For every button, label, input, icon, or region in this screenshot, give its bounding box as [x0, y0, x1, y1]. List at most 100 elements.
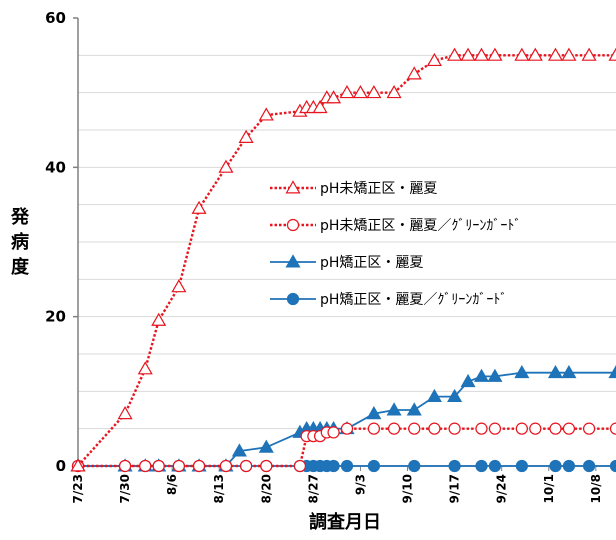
data-point	[608, 47, 616, 61]
data-point	[286, 218, 300, 232]
data-point	[527, 47, 543, 61]
data-point	[352, 84, 368, 99]
series-2	[71, 422, 616, 473]
data-point	[191, 200, 207, 214]
series-3	[70, 364, 616, 472]
data-point	[529, 422, 542, 435]
data-point	[488, 459, 502, 473]
data-point	[152, 459, 165, 473]
data-point	[285, 254, 301, 268]
data-point	[387, 422, 401, 435]
data-point	[561, 47, 577, 61]
data-point	[293, 459, 307, 473]
legend-item: pH未矯正区・麗夏／ｸﾞﾘｰﾝｶﾞｰﾄﾞ	[270, 218, 521, 234]
data-point	[428, 422, 441, 435]
data-point	[549, 422, 562, 435]
data-point	[408, 459, 421, 473]
data-point	[117, 406, 133, 420]
data-point	[460, 373, 476, 388]
data-point	[447, 388, 463, 403]
x-tick-label: 9/3	[353, 474, 367, 495]
x-tick-label: 8/6	[165, 474, 179, 495]
data-point	[426, 52, 442, 67]
data-point	[448, 459, 461, 473]
data-point	[562, 422, 576, 435]
grid-lines	[78, 54, 616, 430]
x-tick-label: 9/17	[448, 474, 462, 503]
data-point	[326, 90, 342, 104]
x-tick-label: 8/27	[306, 474, 320, 503]
x-tick-label: 8/20	[259, 474, 273, 503]
y-axis-title-char: 度	[11, 256, 30, 278]
data-point	[340, 459, 354, 473]
x-tick-label: 9/24	[495, 474, 509, 503]
legend-label: pH矯正区・麗夏／ｸﾞﾘｰﾝｶﾞｰﾄﾞ	[320, 292, 507, 308]
data-point	[487, 368, 503, 382]
y-tick-label: 0	[56, 457, 66, 475]
y-tick-label: 40	[45, 158, 66, 176]
data-point	[408, 422, 421, 435]
x-tick-label: 10/1	[542, 474, 556, 503]
data-point	[561, 364, 577, 379]
legend-label: pH未矯正区・麗夏	[320, 181, 437, 197]
x-tick-label: 9/10	[401, 474, 415, 503]
data-point	[367, 422, 381, 435]
data-point	[515, 459, 528, 473]
data-point	[339, 84, 355, 99]
data-point	[515, 422, 528, 435]
data-point	[547, 47, 564, 61]
data-point	[406, 402, 422, 416]
data-point	[258, 439, 274, 453]
data-point	[562, 459, 576, 473]
data-point	[151, 312, 167, 326]
data-point	[582, 459, 596, 473]
data-point	[514, 364, 530, 379]
legend: pH未矯正区・麗夏 pH未矯正区・麗夏／ｸﾞﾘｰﾝｶﾞｰﾄﾞ pH矯正区・麗夏 pH矯…	[270, 180, 521, 308]
series-line	[78, 371, 616, 467]
data-point	[426, 388, 442, 403]
legend-label: pH矯正区・麗夏	[320, 255, 423, 271]
data-point	[406, 66, 422, 80]
data-point	[608, 364, 616, 379]
x-tick-label: 7/30	[118, 474, 132, 503]
data-point	[139, 459, 152, 473]
data-point	[448, 422, 461, 435]
data-point	[260, 459, 273, 473]
x-axis-title: 調査月日	[309, 511, 381, 533]
data-point	[285, 180, 301, 194]
data-point	[219, 459, 233, 473]
data-point	[581, 47, 597, 61]
x-tick-label: 10/8	[589, 474, 603, 503]
data-point	[258, 107, 274, 121]
data-point	[475, 422, 488, 435]
data-series	[70, 47, 616, 473]
data-point	[475, 459, 488, 473]
data-point	[609, 422, 616, 435]
data-point	[547, 364, 564, 379]
data-point	[340, 422, 354, 435]
x-tick-label: 8/13	[212, 474, 226, 503]
data-point	[118, 459, 132, 473]
data-point	[447, 47, 463, 61]
y-axis-title-char: 発	[10, 206, 30, 228]
data-point	[386, 84, 402, 99]
data-point	[514, 47, 530, 61]
data-point	[367, 459, 381, 473]
data-point	[549, 459, 562, 473]
data-point	[386, 402, 402, 416]
data-point	[487, 47, 503, 61]
data-point	[172, 459, 186, 473]
legend-label: pH未矯正区・麗夏／ｸﾞﾘｰﾝｶﾞｰﾄﾞ	[320, 218, 521, 234]
data-point	[327, 426, 340, 439]
data-point	[70, 458, 86, 472]
data-point	[327, 459, 340, 473]
y-axis-title: 発病度	[10, 206, 30, 278]
data-point	[473, 47, 490, 61]
data-point	[366, 406, 382, 420]
data-point	[240, 459, 253, 473]
data-point	[137, 361, 153, 375]
data-point	[609, 459, 616, 473]
data-point	[366, 84, 382, 99]
